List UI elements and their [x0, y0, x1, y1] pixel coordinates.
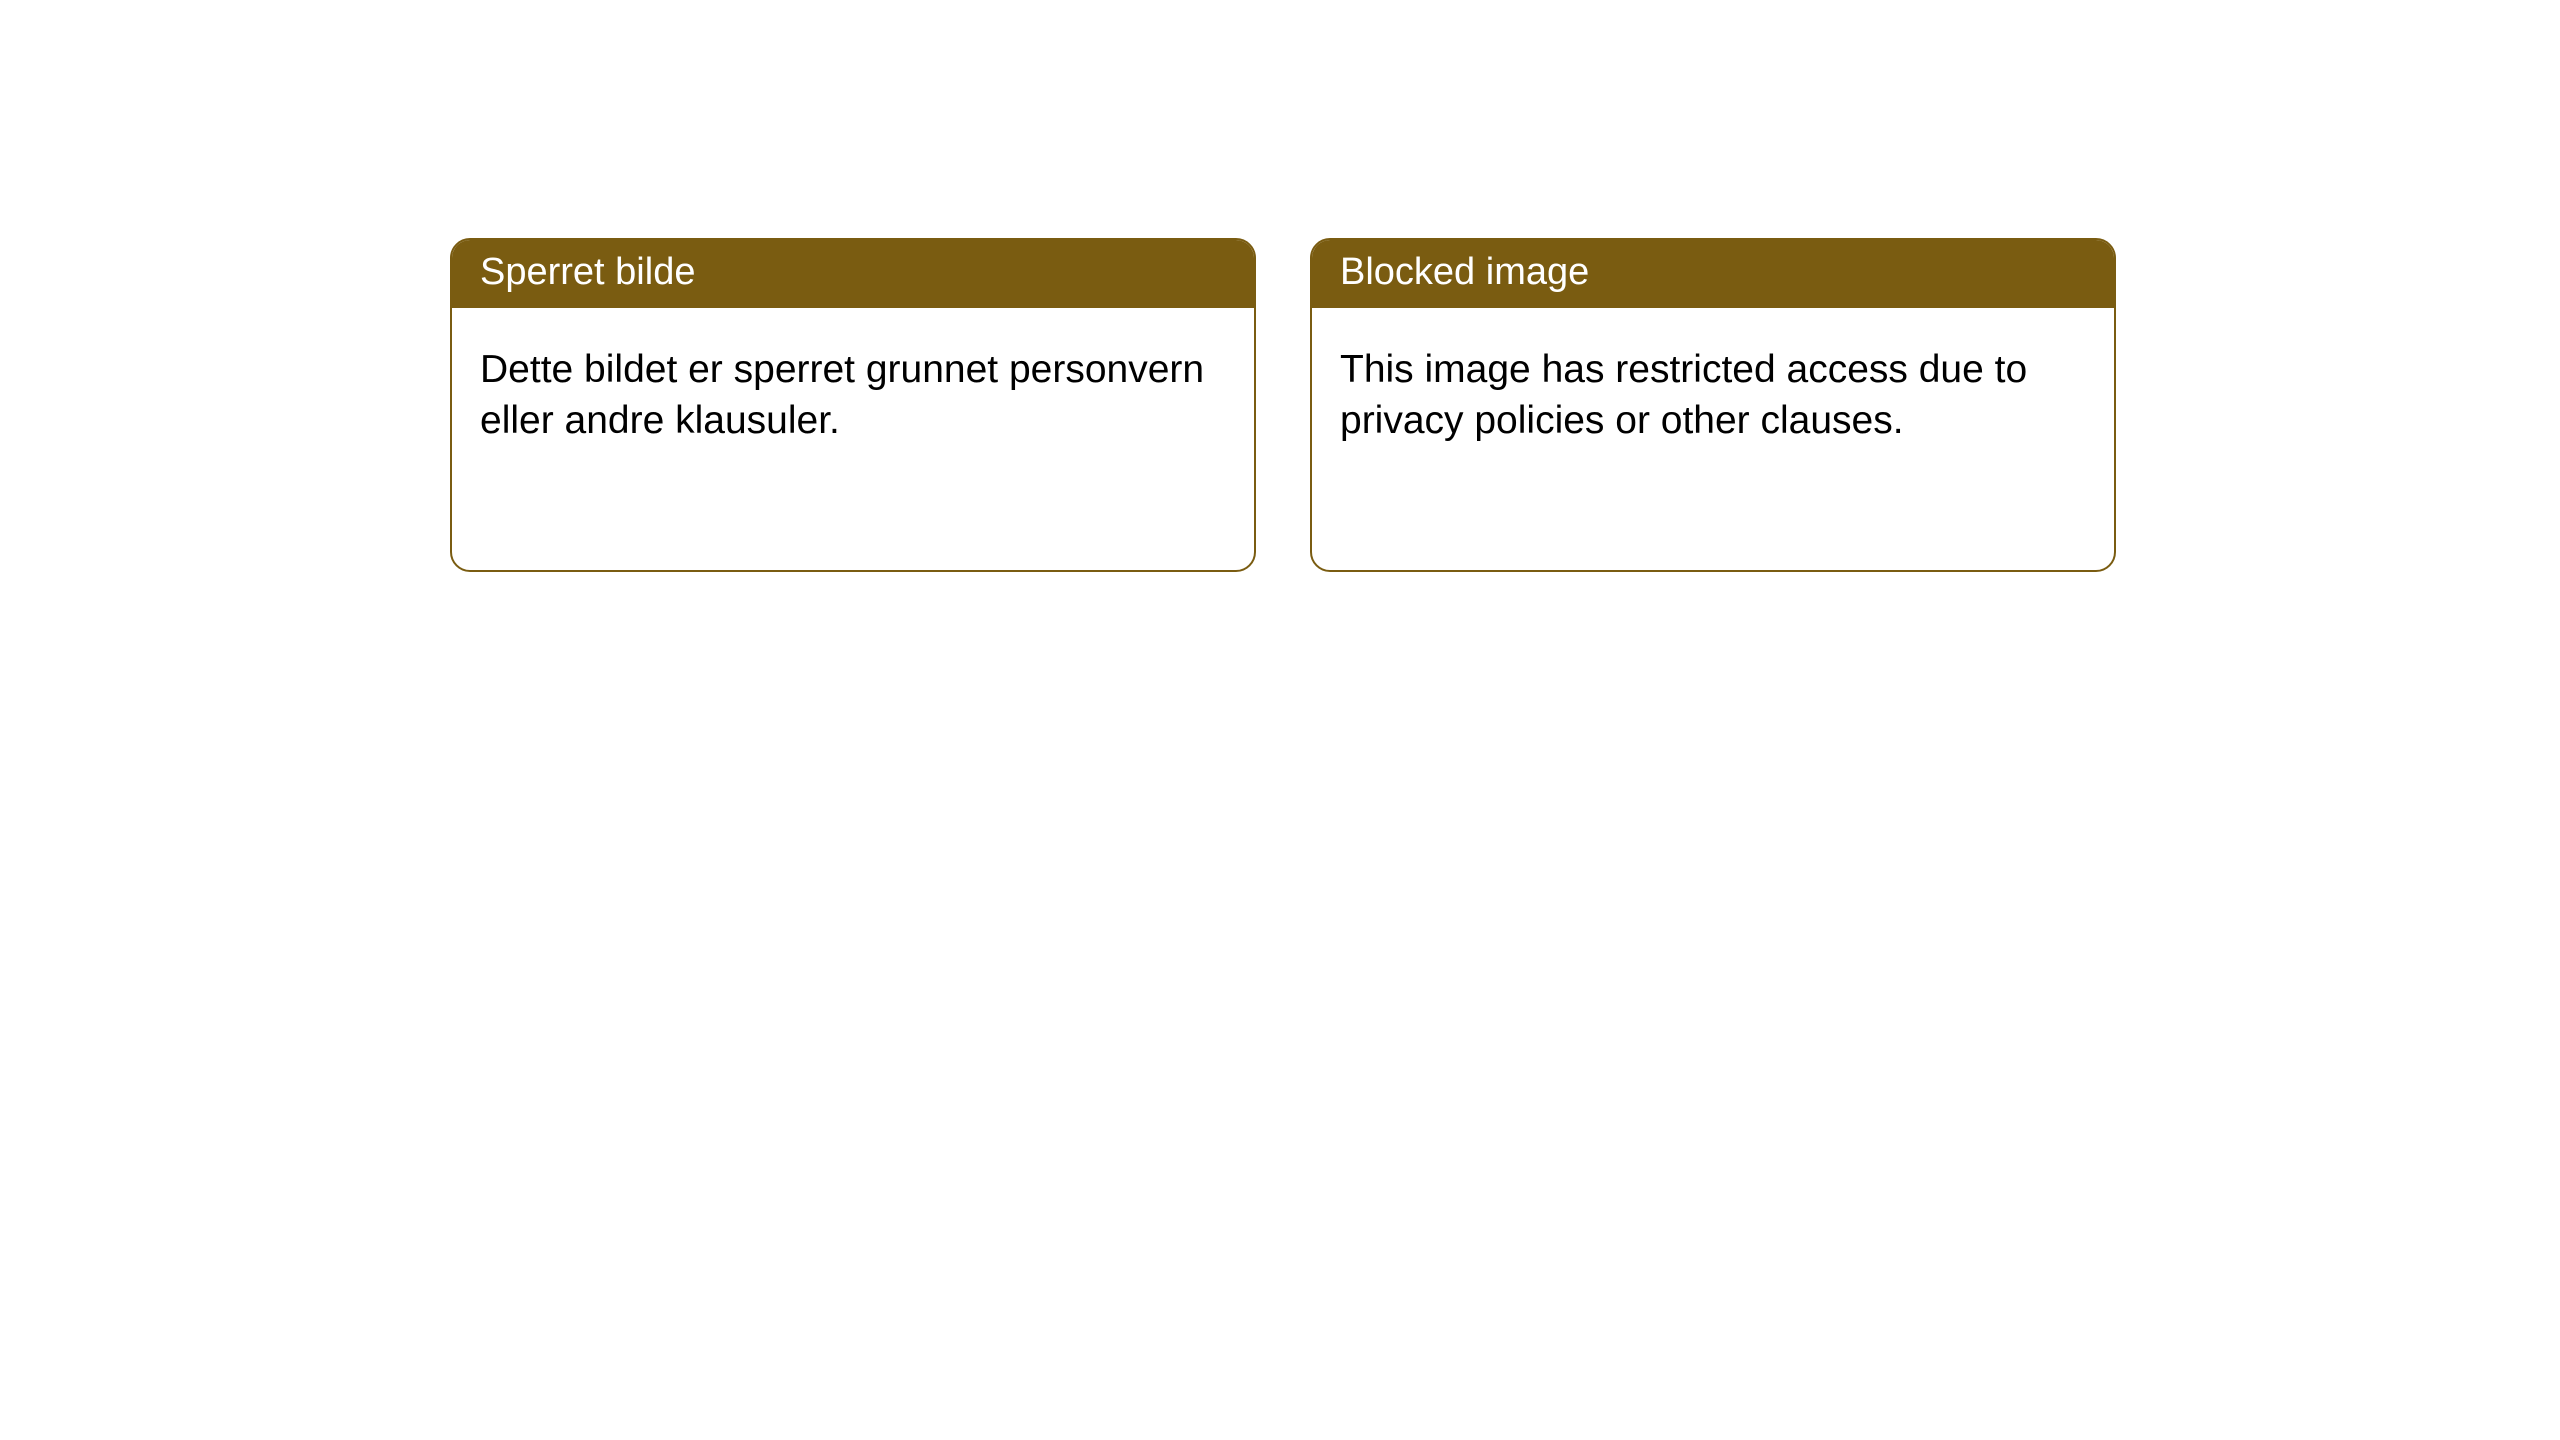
blocked-image-card-no: Sperret bilde Dette bildet er sperret gr…: [450, 238, 1256, 572]
card-header: Sperret bilde: [452, 240, 1254, 308]
card-body: Dette bildet er sperret grunnet personve…: [452, 308, 1254, 475]
blocked-image-card-en: Blocked image This image has restricted …: [1310, 238, 2116, 572]
card-body: This image has restricted access due to …: [1312, 308, 2114, 475]
cards-container: Sperret bilde Dette bildet er sperret gr…: [0, 0, 2560, 572]
card-title: Blocked image: [1340, 251, 1589, 293]
card-title: Sperret bilde: [480, 251, 695, 293]
card-message: This image has restricted access due to …: [1340, 348, 2027, 442]
card-header: Blocked image: [1312, 240, 2114, 308]
card-message: Dette bildet er sperret grunnet personve…: [480, 348, 1204, 442]
